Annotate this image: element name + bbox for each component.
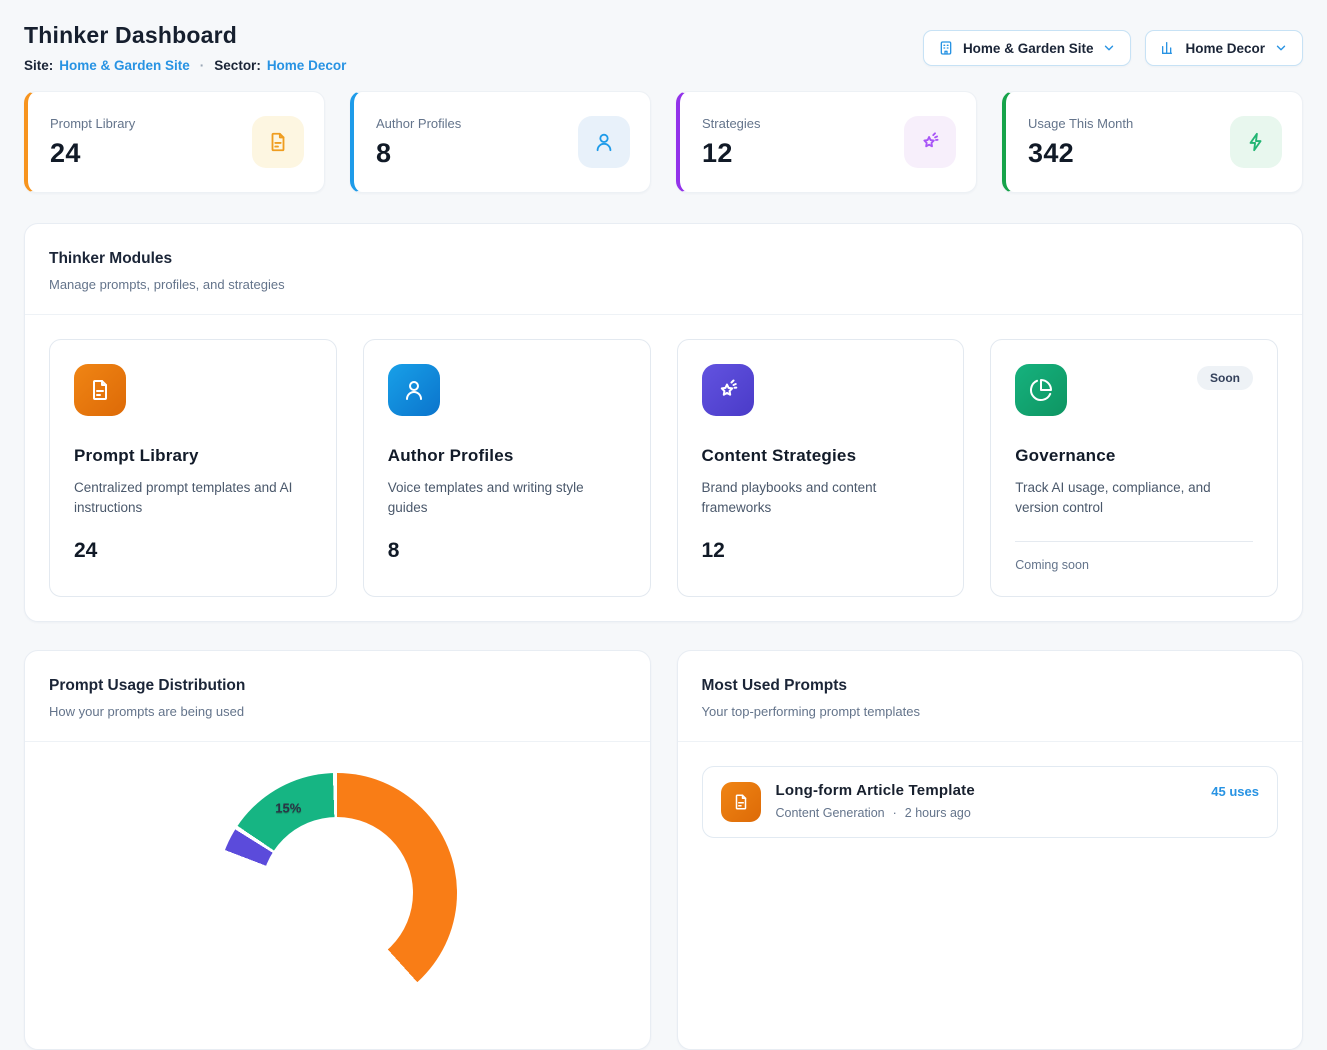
building-icon [938,40,954,56]
chevron-down-icon [1274,41,1288,55]
module-count: 8 [387,538,400,562]
document-icon [252,116,304,168]
sector-link[interactable]: Home Decor [266,58,347,73]
module-card-content-strategies[interactable]: Content Strategies Brand playbooks and c… [676,339,965,597]
sector-selector-dropdown[interactable]: Home Decor [1145,30,1303,66]
most-used-prompts-card: Most Used Prompts Your top-performing pr… [676,649,1303,1050]
chart-card-subtitle: How your prompts are being used [49,703,245,719]
stat-card-usage: Usage This Month 342 [1002,91,1303,193]
prompt-list-item[interactable]: Long-form Article Template Content Gener… [701,765,1278,838]
user-icon [387,364,440,416]
soon-badge: Soon [1197,366,1253,390]
modules-grid: Prompt Library Centralized prompt templa… [25,315,1302,621]
modules-panel-subtitle: Manage prompts, profiles, and strategies [49,277,285,292]
breadcrumb: Site: Home & Garden Site · Sector: Home … [24,58,346,73]
pie-chart-icon [1015,364,1068,416]
bar-chart-icon [1160,40,1176,56]
module-title: Prompt Library [74,446,199,465]
star-icon [904,116,956,168]
site-selector-dropdown[interactable]: Home & Garden Site [922,30,1132,66]
module-divider [1015,540,1253,542]
module-count: 24 [74,538,98,562]
breadcrumb-separator: · [199,58,205,73]
sector-selector-label: Home Decor [1185,40,1265,56]
stat-value: 8 [376,137,392,168]
prompt-category: Content Generation [775,805,885,820]
module-title: Author Profiles [387,446,514,465]
modules-panel-title: Thinker Modules [49,250,173,267]
stat-value: 342 [1028,137,1074,168]
chart-card-title: Prompt Usage Distribution [49,676,246,694]
module-card-governance[interactable]: Soon Governance Track AI usage, complian… [990,339,1278,597]
module-card-author-profiles[interactable]: Author Profiles Voice templates and writ… [362,339,651,597]
sector-label: Sector: [214,58,261,73]
prompts-card-header: Most Used Prompts Your top-performing pr… [677,651,1302,742]
stat-value: 24 [50,137,81,168]
bottom-row: Prompt Usage Distribution How your promp… [24,649,1303,1050]
thinker-modules-panel: Thinker Modules Manage prompts, profiles… [24,223,1303,622]
donut-ring[interactable] [217,772,458,1013]
chevron-down-icon [1102,41,1116,55]
prompt-list: Long-form Article Template Content Gener… [678,742,1303,862]
stat-card-strategies: Strategies 12 [676,91,977,193]
page-title: Thinker Dashboard [24,22,237,48]
modules-panel-header: Thinker Modules Manage prompts, profiles… [25,224,1302,315]
module-description: Centralized prompt templates and AI inst… [74,480,293,516]
prompt-name: Long-form Article Template [775,781,975,799]
chart-card-header: Prompt Usage Distribution How your promp… [25,651,650,742]
module-card-prompt-library[interactable]: Prompt Library Centralized prompt templa… [49,339,337,597]
coming-soon-text: Coming soon [1015,557,1089,572]
site-link[interactable]: Home & Garden Site [59,58,190,73]
stat-value: 12 [702,137,733,168]
stat-label: Prompt Library [50,115,136,131]
prompts-card-title: Most Used Prompts [701,676,848,694]
prompt-uses-badge: 45 uses [1211,783,1259,799]
prompt-usage-distribution-card: Prompt Usage Distribution How your promp… [24,649,651,1050]
module-title: Content Strategies [701,446,857,465]
top-bar: Thinker Dashboard Site: Home & Garden Si… [24,22,1303,73]
stat-card-author-profiles: Author Profiles 8 [350,91,651,193]
module-description: Brand playbooks and content frameworks [701,480,877,516]
stat-card-prompt-library: Prompt Library 24 [24,91,325,193]
module-description: Voice templates and writing style guides [387,480,584,516]
site-selector-label: Home & Garden Site [962,40,1094,56]
donut-chart[interactable]: 15% [217,772,458,1013]
lightning-icon [1230,116,1282,168]
site-label: Site: [24,58,54,73]
prompts-card-subtitle: Your top-performing prompt templates [701,703,920,719]
star-icon [701,364,754,416]
stat-cards-row: Prompt Library 24 Author Profiles 8 Stra… [24,91,1303,193]
module-title: Governance [1015,446,1116,465]
header-text-block: Thinker Dashboard Site: Home & Garden Si… [24,22,346,73]
module-description: Track AI usage, compliance, and version … [1015,480,1211,516]
donut-segment-label: 15% [275,800,302,815]
stat-label: Author Profiles [376,115,462,131]
meta-separator: · [892,805,897,820]
stat-label: Strategies [702,115,761,131]
stat-label: Usage This Month [1028,115,1134,131]
header-selectors: Home & Garden Site Home Decor [922,30,1303,66]
user-icon [578,116,630,168]
document-icon [720,781,761,822]
prompt-meta: Content Generation · 2 hours ago [776,806,1197,820]
module-count: 12 [701,538,725,562]
prompt-time: 2 hours ago [904,805,971,820]
document-icon [74,364,126,416]
